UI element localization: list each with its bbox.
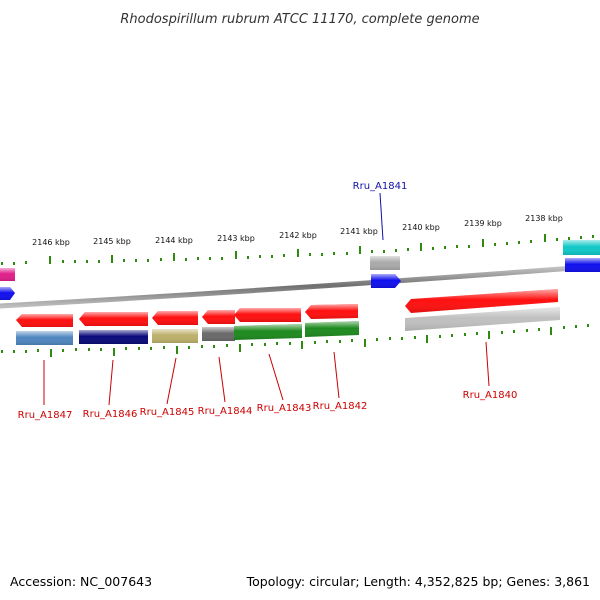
- cds-arrow-shine: [16, 314, 73, 327]
- gene-label-rru-a1842[interactable]: Rru_A1842: [313, 401, 368, 412]
- cds-arrow-shine: [305, 304, 358, 319]
- gene-block-shine: [202, 327, 235, 341]
- callout-line: [166, 357, 177, 405]
- topology-text: Topology: circular; Length: 4,352,825 bp…: [246, 574, 590, 589]
- callout-line: [485, 341, 490, 387]
- gene-rru-a1841[interactable]: [370, 256, 401, 288]
- ruler-label: 2145 kbp: [93, 237, 131, 246]
- map-title: Rhodospirillum rubrum ATCC 11170, comple…: [120, 12, 479, 27]
- gene-block-shine: [305, 321, 359, 337]
- gene-block-shine: [0, 268, 15, 281]
- gene-block-shine: [370, 256, 400, 270]
- gene-arrow-shine: [0, 287, 15, 300]
- ruler-label: 2141 kbp: [340, 227, 378, 236]
- ruler-label: 2144 kbp: [155, 236, 193, 245]
- cds-arrow-shine: [79, 312, 148, 326]
- inner-ruler-ticks: [1, 324, 589, 357]
- callout-line: [268, 353, 284, 401]
- cds-arrow-shine: [405, 289, 558, 313]
- ruler-label: 2140 kbp: [402, 223, 440, 232]
- cds-arrow-shine: [152, 311, 198, 325]
- ruler-label: 2146 kbp: [32, 238, 70, 247]
- genome-backbone: [0, 263, 600, 309]
- outer-ruler-ticks: [1, 234, 594, 265]
- callout-line: [218, 356, 226, 403]
- gene-block-shine: [152, 329, 198, 343]
- gene-block-shine: [563, 240, 600, 255]
- accession-text: Accession: NC_007643: [10, 574, 152, 589]
- gene-blocks-reverse: [16, 307, 560, 345]
- cds-arrows-reverse: [16, 289, 558, 327]
- gene-block-shine: [405, 307, 560, 331]
- gene-label-rru-a1841[interactable]: Rru_A1841: [353, 181, 408, 192]
- callout-lines: [43, 192, 490, 406]
- edge-features-left: [0, 268, 15, 300]
- callout-line: [379, 192, 384, 241]
- gene-block-shine: [234, 324, 302, 340]
- ruler-labels: 2146 kbp 2145 kbp 2144 kbp 2143 kbp 2142…: [32, 214, 563, 247]
- gene-label-rru-a1843[interactable]: Rru_A1843: [257, 403, 312, 414]
- gene-label-rru-a1840[interactable]: Rru_A1840: [463, 390, 518, 401]
- gene-labels: Rru_A1847 Rru_A1846 Rru_A1845 Rru_A1844 …: [18, 181, 518, 421]
- ruler-label: 2138 kbp: [525, 214, 563, 223]
- ruler-label: 2143 kbp: [217, 234, 255, 243]
- gene-arrow-shine: [371, 274, 401, 288]
- gene-block-shine: [16, 331, 73, 345]
- cds-arrow-shine: [202, 310, 235, 324]
- callout-line: [108, 359, 114, 406]
- gene-block-shine: [79, 330, 148, 344]
- ruler-label: 2142 kbp: [279, 231, 317, 240]
- gene-label-rru-a1845[interactable]: Rru_A1845: [140, 407, 195, 418]
- cds-arrow-shine: [234, 308, 301, 322]
- gene-label-rru-a1847[interactable]: Rru_A1847: [18, 410, 73, 421]
- gene-label-rru-a1846[interactable]: Rru_A1846: [83, 409, 138, 420]
- gene-label-rru-a1844[interactable]: Rru_A1844: [198, 406, 253, 417]
- callout-line: [333, 351, 340, 399]
- gene-block-shine: [565, 258, 600, 272]
- ruler-label: 2139 kbp: [464, 219, 502, 228]
- edge-features-right: [563, 240, 600, 272]
